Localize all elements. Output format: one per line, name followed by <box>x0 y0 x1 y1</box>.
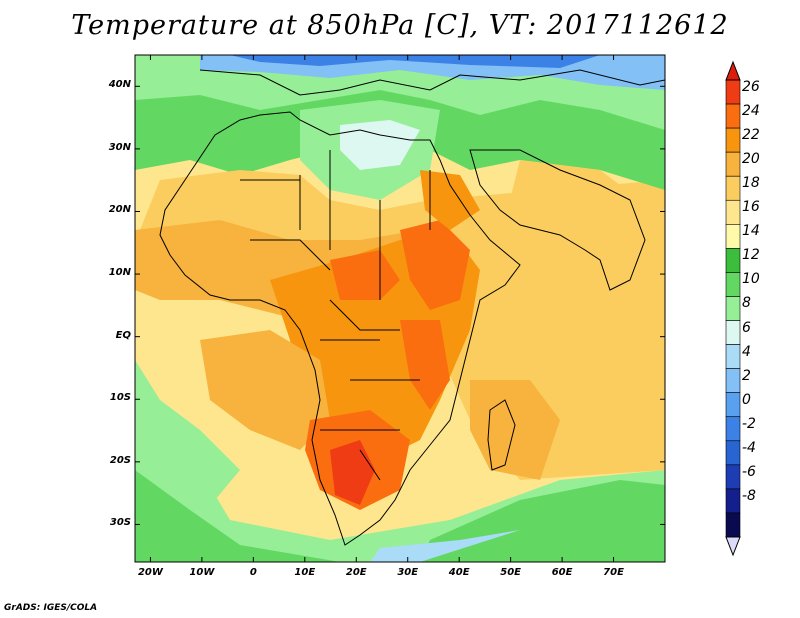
lon-label-20e: 20E <box>345 567 367 578</box>
field-rift-hot <box>400 320 450 410</box>
colorbar-label: 10 <box>742 271 760 288</box>
colorbar-swatch <box>725 199 741 225</box>
lat-label-40n: 40N <box>108 79 131 91</box>
lat-label-eq: EQ <box>115 329 131 341</box>
field-sudan-hot <box>330 250 400 300</box>
colorbar-bottom-arrow <box>725 536 741 557</box>
colorbar-label: -6 <box>742 463 756 480</box>
field-atlantic-cool <box>135 360 240 500</box>
colorbar-swatch <box>725 464 741 490</box>
colorbar-swatch <box>725 416 741 442</box>
colorbar-swatch <box>725 127 741 153</box>
colorbar-swatch <box>725 392 741 418</box>
field-arabia-india <box>510 160 665 290</box>
field-southern-ocean-cool <box>135 470 340 562</box>
field-madagascar-warm <box>470 380 560 480</box>
colorbar-label: 8 <box>742 295 751 312</box>
lon-label-0: 0 <box>249 567 257 578</box>
lat-label-30s: 30S <box>109 517 131 529</box>
field-north-darkblue <box>230 55 600 68</box>
colorbar-label: 2 <box>742 367 751 384</box>
coastlines <box>159 69 665 546</box>
colorbar-swatch <box>725 440 741 466</box>
software-credit: GrADS: IGES/COLA <box>4 603 98 613</box>
lon-label-50e: 50E <box>500 567 521 578</box>
colorbar-swatch <box>725 368 741 393</box>
colorbar-swatch <box>725 175 741 201</box>
field-ethiopia-hot <box>400 220 470 310</box>
colorbar-swatch <box>725 272 741 297</box>
field-libya-coldest <box>340 120 420 170</box>
colorbar-label: 4 <box>742 343 751 360</box>
lon-label-40e: 40E <box>448 567 470 578</box>
colorbar-swatch <box>725 248 741 273</box>
madagascar-coastline <box>487 399 516 471</box>
axis-ticks <box>135 55 665 562</box>
lat-label-20n: 20N <box>108 204 131 216</box>
lat-label-10s: 10S <box>109 392 131 404</box>
colorbar-label: 16 <box>742 199 760 216</box>
colorbar-swatch <box>725 344 741 369</box>
colorbar-label: -4 <box>742 439 756 456</box>
temperature-field <box>135 55 665 562</box>
colorbar-label: 20 <box>742 151 760 168</box>
colorbar-swatch <box>725 320 741 345</box>
field-red-sea <box>420 170 480 230</box>
colorbar-label: 0 <box>742 391 751 408</box>
colorbar-swatch <box>725 512 741 538</box>
lon-label-70e: 70E <box>603 567 624 578</box>
colorbar-swatch <box>725 79 741 105</box>
colorbar-top-arrow <box>725 60 741 81</box>
colorbar-swatch <box>725 296 741 321</box>
colorbar-swatch <box>725 224 741 249</box>
colorbar <box>725 60 741 557</box>
colorbar-swatch <box>725 151 741 177</box>
colorbar-label: -8 <box>742 487 756 504</box>
lat-label-10n: 10N <box>108 267 131 279</box>
map-title: Temperature at 850hPa [C], VT: 201711261… <box>71 10 729 41</box>
colorbar-label: 22 <box>742 127 760 144</box>
plot-frame <box>134 54 666 563</box>
colorbar-label: 6 <box>742 319 751 336</box>
field-far-south-cold <box>370 530 520 562</box>
colorbar-swatch <box>725 103 741 129</box>
arabia-india-coastline <box>469 149 646 291</box>
colorbar-label: 18 <box>742 175 760 192</box>
lon-label-30e: 30E <box>397 567 419 578</box>
africa-coastline <box>159 111 521 546</box>
colorbar-label: 12 <box>742 247 760 264</box>
colorbar-label: -2 <box>742 415 756 432</box>
country-borders <box>240 150 431 481</box>
lon-label-10w: 10W <box>189 567 215 578</box>
colorbar-label: 24 <box>742 103 760 120</box>
lon-label-20w: 20W <box>137 567 163 578</box>
field-congo-basin <box>200 330 330 450</box>
lat-label-20s: 20S <box>109 454 131 466</box>
colorbar-swatch <box>725 488 741 514</box>
lon-label-60e: 60E <box>551 567 573 578</box>
lat-label-30n: 30N <box>108 141 131 153</box>
colorbar-label: 26 <box>742 79 760 95</box>
mediterranean-coastline <box>199 69 665 96</box>
colorbar-label: 14 <box>742 223 760 240</box>
lon-label-10e: 10E <box>294 567 316 578</box>
